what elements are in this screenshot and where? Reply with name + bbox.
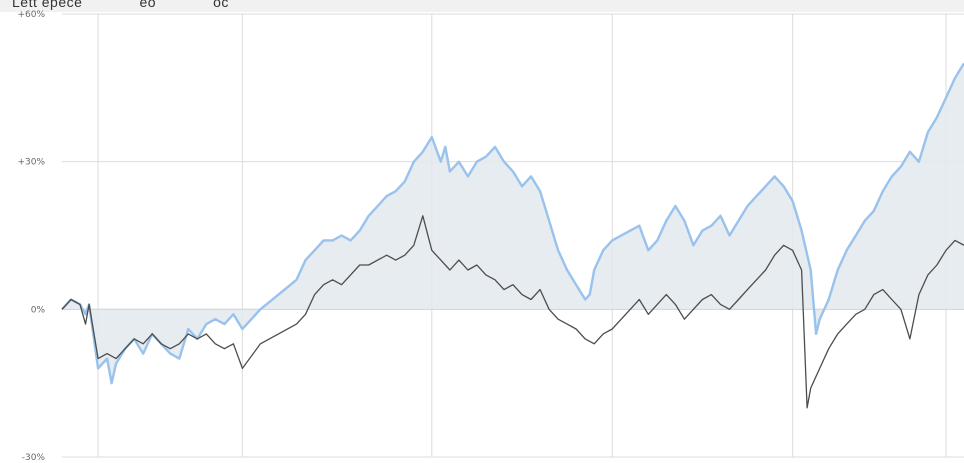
header-strip: Lett еpecе eo oc — [0, 0, 964, 12]
y-tick-label: +30% — [17, 158, 45, 168]
series-line-dark — [61, 215, 964, 409]
y-tick-label: 0% — [31, 305, 46, 315]
header-text: Lett еpecе eo oc — [12, 0, 528, 10]
blue-series-area — [62, 63, 964, 384]
y-tick-label: -30% — [22, 453, 46, 463]
y-tick-label: +60% — [17, 10, 45, 20]
